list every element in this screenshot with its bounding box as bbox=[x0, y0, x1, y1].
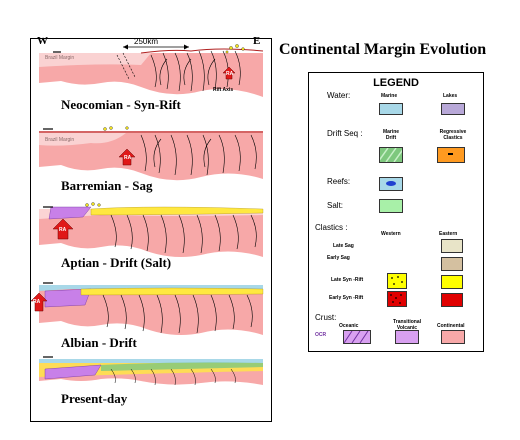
stage-label-aptian: Aptian - Drift (Salt) bbox=[61, 255, 172, 270]
legend-transitional-label: Transitional Volcanic bbox=[392, 319, 422, 331]
stage-label-barremian: Barremian - Sag bbox=[61, 178, 153, 193]
legend-regressive-label: Regressive Clastics bbox=[439, 129, 467, 141]
rift-axis-label: Rift Axis bbox=[213, 87, 234, 93]
section-albian bbox=[31, 282, 264, 335]
ra-tag-3: RA bbox=[59, 227, 67, 233]
stage-label-present: Present-day bbox=[61, 391, 128, 406]
legend-oceanic-label: Oceanic bbox=[339, 323, 359, 329]
legend-ocr-label: OCR bbox=[315, 332, 327, 338]
section-barremian bbox=[39, 126, 263, 181]
swatch-regressive-clastics bbox=[437, 147, 465, 163]
legend-box: LEGEND Water: Marine Lakes Drift Seq : M… bbox=[308, 72, 484, 352]
ra-tag-1: RA bbox=[226, 71, 234, 77]
west-label: W bbox=[37, 35, 48, 47]
swatch-early-synrift-western bbox=[387, 291, 407, 307]
legend-early-synrift: Early Syn -Rift bbox=[329, 295, 364, 301]
scale-label: 250km bbox=[134, 37, 159, 46]
swatch-early-synrift-eastern bbox=[441, 293, 463, 307]
legend-salt-label: Salt: bbox=[327, 201, 344, 210]
legend-early-sag: Early Sag bbox=[327, 255, 350, 261]
page-title: Continental Margin Evolution bbox=[279, 41, 487, 58]
ra-tag-2: RA bbox=[124, 155, 132, 161]
legend-marine-drift-label: Marine Drift bbox=[382, 129, 400, 141]
swatch-marine-water bbox=[379, 103, 403, 115]
evolution-panel: W E 250km bbox=[30, 35, 272, 422]
swatch-continental-crust bbox=[441, 330, 465, 344]
legend-crust-label: Crust: bbox=[315, 313, 337, 322]
swatch-lakes bbox=[441, 103, 465, 115]
section-aptian bbox=[39, 202, 264, 257]
legend-late-sag: Late Sag bbox=[333, 243, 354, 249]
legend-water-label: Water: bbox=[327, 91, 351, 100]
legend-clastics-label: Clastics : bbox=[315, 223, 348, 232]
section-present bbox=[39, 356, 263, 386]
scale-arrow bbox=[123, 44, 189, 50]
legend-continental-label: Continental bbox=[437, 323, 465, 329]
swatch-marine-drift bbox=[379, 147, 403, 163]
stage-label-albian: Albian - Drift bbox=[61, 335, 137, 350]
legend-eastern-label: Eastern bbox=[439, 231, 458, 237]
brazil-margin-note-2: Brazil Margin bbox=[45, 137, 75, 143]
swatch-late-synrift-western bbox=[387, 273, 407, 289]
brazil-margin-note-1: Brazil Margin bbox=[45, 55, 75, 61]
stage-label-neocomian: Neocomian - Syn-Rift bbox=[61, 97, 181, 112]
swatch-transitional-crust bbox=[395, 330, 419, 344]
cross-sections bbox=[31, 44, 264, 386]
legend-title: LEGEND bbox=[373, 77, 419, 89]
ra-tag-4: RA bbox=[33, 299, 41, 305]
swatch-late-synrift-eastern bbox=[441, 275, 463, 289]
swatch-early-sag-eastern bbox=[441, 257, 463, 271]
swatch-late-sag-eastern bbox=[441, 239, 463, 253]
legend-lakes-label: Lakes bbox=[443, 93, 458, 99]
east-label: E bbox=[253, 35, 261, 47]
swatch-oceanic-crust bbox=[343, 330, 371, 344]
legend-reefs-label: Reefs: bbox=[327, 177, 351, 186]
swatch-salt bbox=[379, 199, 403, 213]
legend-drift-label: Drift Seq : bbox=[327, 129, 363, 138]
legend-western-label: Western bbox=[381, 231, 401, 237]
legend-late-synrift: Late Syn -Rift bbox=[331, 277, 364, 283]
section-neocomian bbox=[39, 44, 264, 97]
legend-marine-label: Marine bbox=[381, 93, 398, 99]
swatch-reefs bbox=[379, 177, 403, 191]
